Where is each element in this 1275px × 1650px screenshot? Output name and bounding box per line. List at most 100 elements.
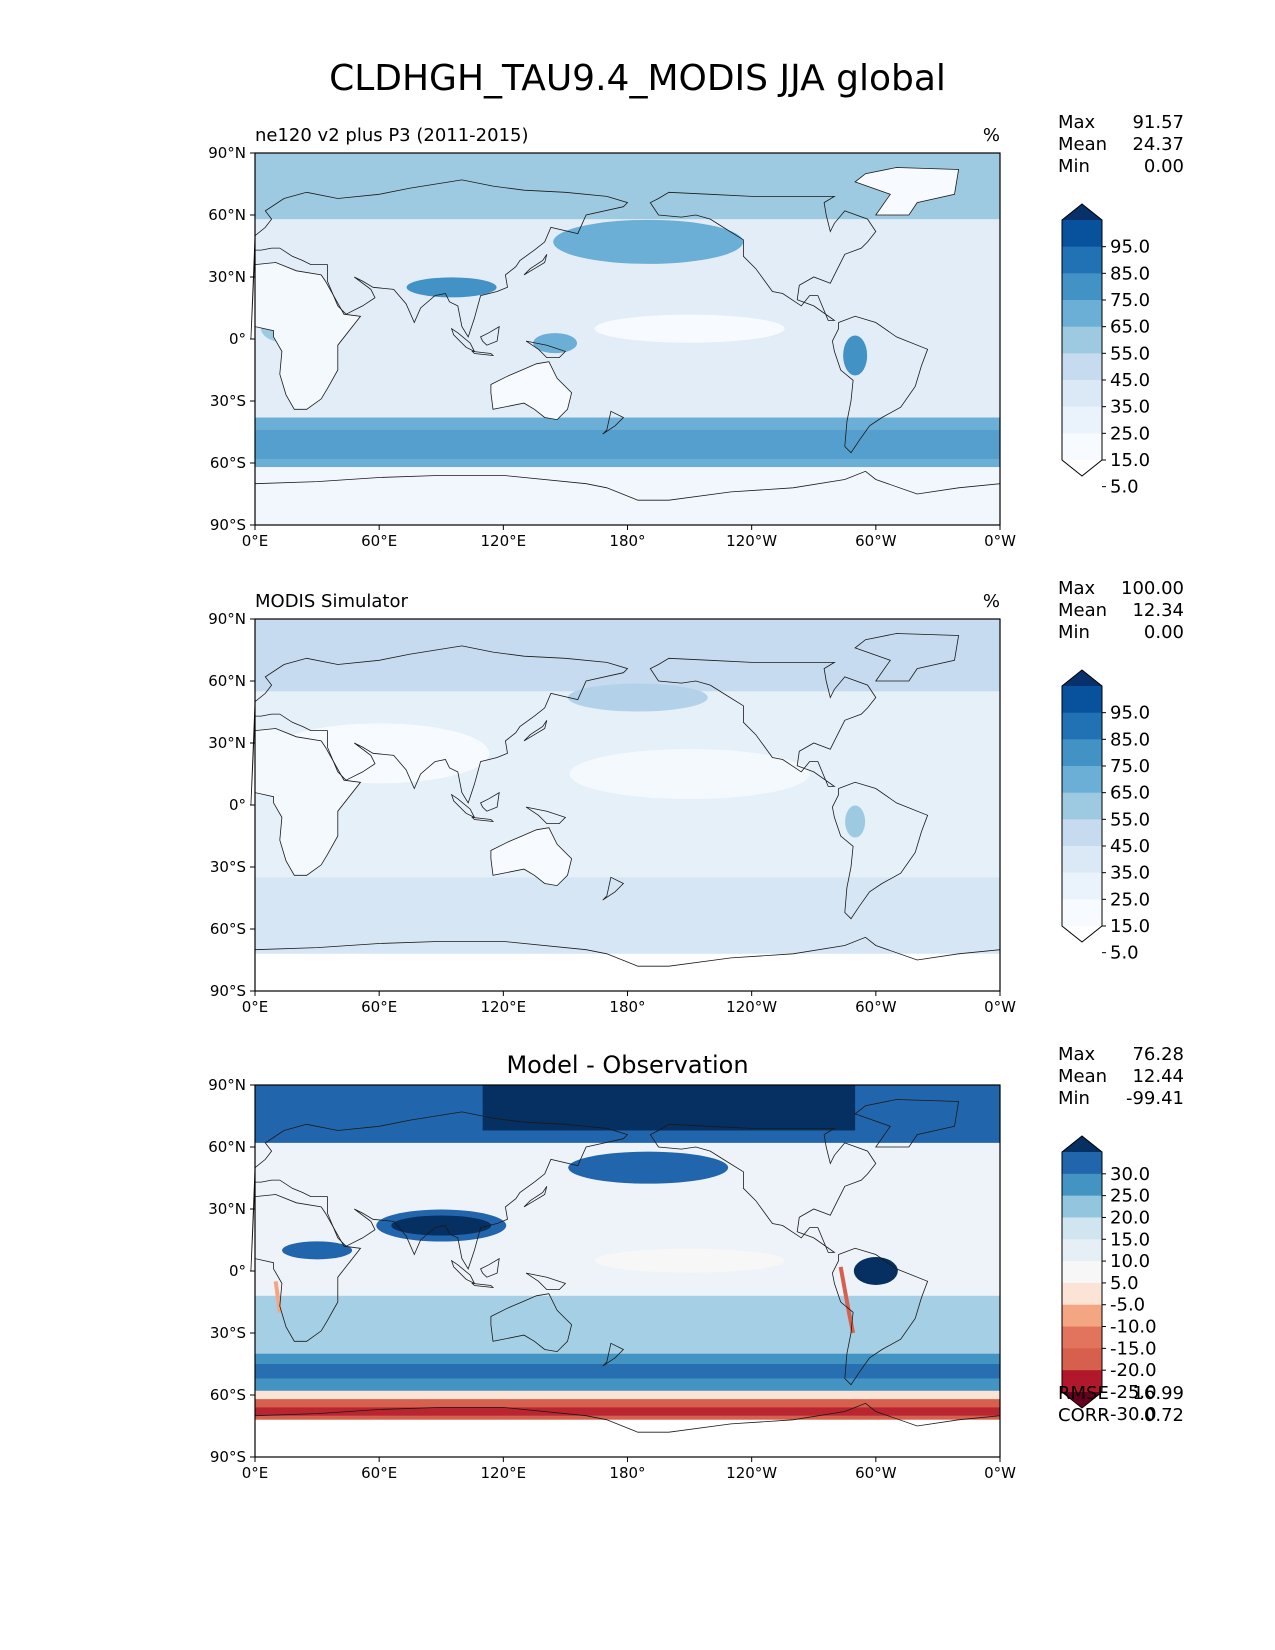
colorbar-segment	[1062, 246, 1102, 274]
x-tick-label: 120°W	[726, 532, 777, 550]
panel-center-title: Model - Observation	[506, 1051, 748, 1079]
stat-max: Max 91.57	[1058, 112, 1184, 134]
y-tick-label: 60°S	[210, 454, 246, 472]
x-tick-label: 60°E	[361, 1464, 397, 1482]
colorbar-extend-min	[1062, 460, 1102, 476]
colorbar-extend-max	[1062, 1136, 1102, 1152]
x-tick-label: 0°E	[242, 998, 269, 1016]
colorbar-model: 95.0 85.0 75.0 65.0 55.0 45.0 35.0 25.0 15.0 5.0	[1061, 203, 1150, 498]
colorbar-segment	[1062, 846, 1102, 874]
colorbar-tick-label: 30.0	[1110, 1164, 1150, 1185]
colorbar-segment	[1062, 1173, 1102, 1197]
x-tick-label: 120°W	[726, 998, 777, 1016]
colorbar-segment	[1062, 899, 1102, 927]
colorbar-tick-label: 15.0	[1110, 1229, 1150, 1250]
panel-units: %	[983, 125, 1000, 146]
colorbar-segment	[1062, 792, 1102, 820]
colorbar-tick-label: 65.0	[1110, 317, 1150, 338]
stat-value: 16.99	[1132, 1383, 1184, 1404]
colorbar-tick-label: 20.0	[1110, 1207, 1150, 1228]
x-tick-label: 60°W	[855, 998, 897, 1016]
stat-label: RMSE	[1058, 1383, 1109, 1404]
stat-label: Mean	[1058, 600, 1108, 621]
colorbar-segment	[1062, 220, 1102, 248]
y-tick-label: 90°S	[210, 516, 246, 534]
colorbar-tick-label: -20.0	[1110, 1360, 1157, 1381]
stat-label: Min	[1058, 1088, 1090, 1109]
panel-model: 0°E 60°E 120°E 180° 120°W 60°W 0°W 90°N 60°N 30°N…	[0, 112, 1275, 588]
colorbar-segment	[1062, 686, 1102, 714]
map-panel-model: 0°E 60°E 120°E 180° 120°W 60°W 0°W 90°N 60°N 30°N…	[208, 125, 1016, 550]
colorbar-segment	[1062, 273, 1102, 301]
stats-box-model: Max 91.57 Mean 24.37 Min 0.00	[1058, 112, 1184, 178]
colorbar-segment	[1062, 819, 1102, 847]
colorbar-tick-label: 95.0	[1110, 703, 1150, 724]
panel-left-title: MODIS Simulator	[255, 591, 408, 612]
stat-label: Max	[1058, 578, 1096, 599]
colorbar-segment	[1062, 766, 1102, 794]
stat-value: 12.44	[1132, 1066, 1184, 1087]
y-tick-label: 30°S	[210, 1324, 246, 1342]
stat-label: Mean	[1058, 1066, 1108, 1087]
x-tick-label: 0°E	[242, 1464, 269, 1482]
colorbar-tick-label: 35.0	[1110, 863, 1150, 884]
stat-label: Max	[1058, 1044, 1096, 1065]
stat-min: Min -99.41	[1058, 1088, 1184, 1110]
panel-difference: 0°E 60°E 120°E 180° 120°W 60°W 0°W 90°N 60°N 30°N…	[0, 1044, 1275, 1520]
x-tick-label: 60°W	[855, 532, 897, 550]
colorbar-tick-label: 45.0	[1110, 370, 1150, 391]
stat-mean: Mean 12.44	[1058, 1066, 1184, 1088]
colorbar-segment	[1062, 353, 1102, 381]
colorbar-segment	[1062, 300, 1102, 328]
colorbar-tick-label: 25.0	[1110, 1186, 1150, 1207]
y-tick-label: 90°N	[208, 610, 246, 628]
x-tick-label: 0°W	[984, 998, 1016, 1016]
panel-units: %	[983, 591, 1000, 612]
x-tick-label: 120°E	[481, 998, 527, 1016]
x-tick-label: 60°E	[361, 532, 397, 550]
colorbar-tick-label: -25.0	[1110, 1382, 1157, 1403]
stat-value: 0.00	[1143, 156, 1184, 177]
colorbar-tick-label: 65.0	[1110, 783, 1150, 804]
colorbar-segment	[1062, 1282, 1102, 1306]
panel-observation: 0°E 60°E 120°E 180° 120°W 60°W 0°W 90°N 60°N 30°N…	[0, 578, 1275, 1054]
colorbar-segment	[1062, 433, 1102, 461]
colorbar-segment	[1062, 739, 1102, 767]
stat-max: Max 100.00	[1058, 578, 1184, 600]
colorbar-tick-label: 85.0	[1110, 729, 1150, 750]
x-tick-label: 180°	[609, 532, 645, 550]
coastlines	[250, 167, 1001, 526]
x-tick-label: 0°W	[984, 532, 1016, 550]
colorbar-tick-label: 35.0	[1110, 397, 1150, 418]
colorbar-tick-label: 25.0	[1110, 423, 1150, 444]
y-tick-label: 0°	[229, 330, 246, 348]
colorbar-tick-label: -5.0	[1110, 1295, 1145, 1316]
stat-value: 0.72	[1143, 1405, 1184, 1426]
colorbar-segment	[1062, 712, 1102, 740]
colorbar-segment	[1062, 1348, 1102, 1371]
colorbar-tick-label: 75.0	[1110, 290, 1150, 311]
stat-value: 12.34	[1132, 600, 1184, 621]
colorbar-extend-min	[1062, 1392, 1102, 1408]
stat-value: 100.00	[1121, 578, 1184, 599]
figure-title: CLDHGH_TAU9.4_MODIS JJA global	[329, 58, 946, 99]
colorbar-tick-label: 10.0	[1110, 1251, 1150, 1272]
colorbar-segment	[1062, 872, 1102, 900]
y-tick-label: 30°S	[210, 392, 246, 410]
stat-mean: Mean 12.34	[1058, 600, 1184, 622]
y-tick-label: 60°S	[210, 1386, 246, 1404]
colorbar-segment	[1062, 1239, 1102, 1262]
x-tick-label: 60°W	[855, 1464, 897, 1482]
stats-box-difference: Max 76.28 Mean 12.44 Min -99.41	[1058, 1044, 1184, 1110]
stat-corr: CORR 0.72	[1058, 1405, 1184, 1427]
colorbar-tick-label: 5.0	[1110, 943, 1139, 964]
x-tick-label: 180°	[609, 998, 645, 1016]
colorbar-extend-max	[1062, 204, 1102, 220]
colorbar-segment	[1062, 1217, 1102, 1240]
stat-value: -99.41	[1125, 1088, 1184, 1109]
colorbar-tick-label: 15.0	[1110, 450, 1150, 471]
map-panel-difference: 0°E 60°E 120°E 180° 120°W 60°W 0°W 90°N 60°N 30°N…	[208, 1051, 1016, 1482]
stat-mean: Mean 24.37	[1058, 134, 1184, 156]
y-tick-label: 30°N	[208, 734, 246, 752]
colorbar-segment	[1062, 380, 1102, 408]
